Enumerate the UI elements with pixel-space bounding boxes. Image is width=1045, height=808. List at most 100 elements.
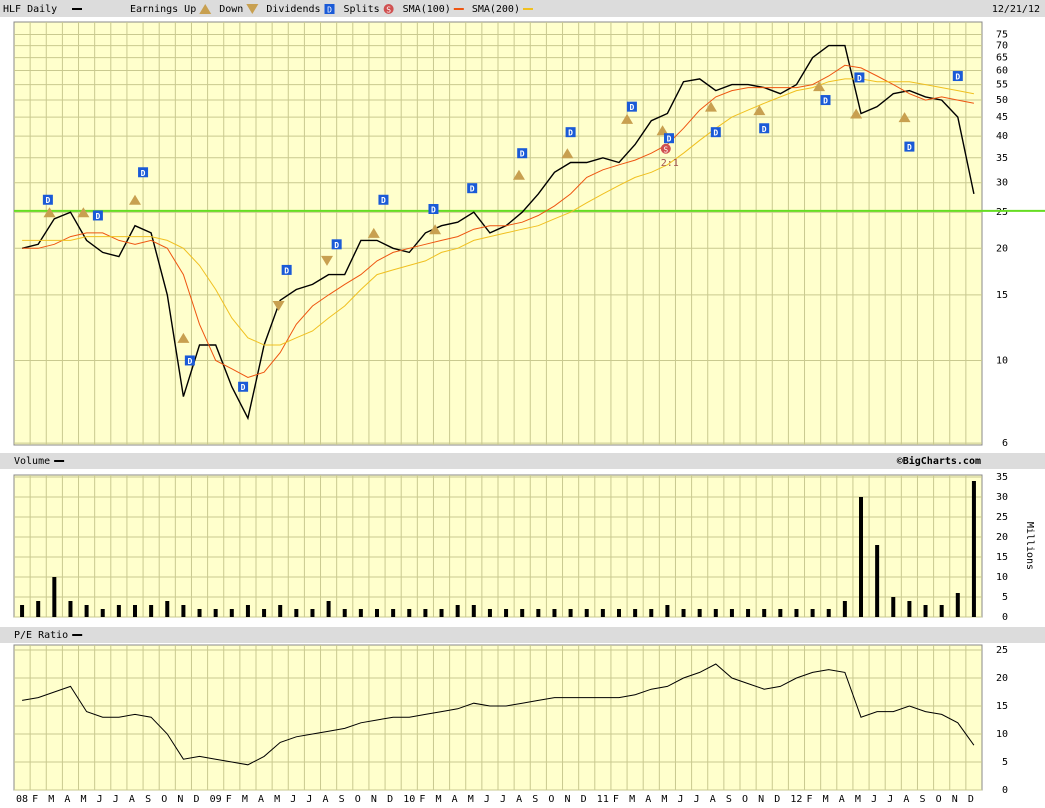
date: 12/21/12 (992, 4, 1040, 15)
legend-label: Splits (344, 4, 380, 15)
earnings-up (129, 194, 141, 205)
dividend-label: D (334, 241, 339, 250)
legend-icon (383, 4, 394, 14)
volume-bar (665, 605, 670, 617)
y-tick-label: 50 (996, 95, 1008, 106)
earnings-up (704, 101, 717, 112)
legend-label: Earnings Up (130, 4, 196, 15)
dividend-label: D (431, 205, 436, 214)
y-tick-label: 35 (996, 153, 1008, 164)
dividend-label: D (284, 266, 289, 275)
dividend (517, 148, 528, 159)
dividend-label: D (667, 135, 672, 144)
volume-bar (391, 609, 396, 617)
x-tick-label: J (113, 794, 119, 805)
x-tick-label: J (677, 794, 683, 805)
volume-bar (342, 609, 347, 617)
legend-icon (324, 4, 335, 14)
x-tick-label: 09 (210, 794, 222, 805)
y-tick-label: 6 (1002, 438, 1008, 449)
volume-bar (197, 609, 202, 617)
y-tick-label: 70 (996, 41, 1008, 52)
volume-bar (633, 609, 638, 617)
x-tick-label: O (161, 794, 167, 805)
x-tick-label: S (532, 794, 538, 805)
volume-bar (294, 609, 299, 617)
x-tick-label: N (371, 794, 377, 805)
volume-axis-label: Millions (1024, 522, 1035, 570)
x-tick-label: 10 (403, 794, 415, 805)
x-tick-label: F (32, 794, 38, 805)
dividend-label: D (955, 73, 960, 82)
x-tick-label: J (694, 794, 700, 805)
x-tick-label: N (177, 794, 183, 805)
legend-label: SMA(100) (403, 4, 451, 15)
x-tick-label: A (452, 794, 458, 805)
volume-bar (358, 609, 363, 617)
volume-bar (133, 605, 137, 617)
x-tick-label: D (581, 794, 587, 805)
x-tick-label: O (936, 794, 942, 805)
volume-bar (842, 601, 847, 617)
volume-bar (584, 609, 589, 617)
y-tick-label: 30 (996, 492, 1008, 503)
price-line (21, 44, 975, 421)
dividend-label: D (381, 196, 386, 205)
dividend (378, 194, 389, 205)
dividend (184, 355, 195, 366)
x-tick-label: S (339, 794, 345, 805)
volume-bar (617, 609, 621, 617)
legend-label: HLF Daily (3, 4, 57, 15)
x-tick-label: A (323, 794, 329, 805)
volume-bar (310, 609, 315, 617)
volume-bar (439, 609, 444, 617)
y-tick-label: 30 (996, 178, 1008, 189)
volume-bar (681, 609, 686, 617)
volume-bar (955, 593, 960, 617)
x-tick-label: M (81, 794, 87, 805)
volume-bar (278, 605, 283, 617)
pe-strip (0, 627, 1045, 643)
dividend (428, 203, 439, 214)
x-tick-label: S (145, 794, 151, 805)
volume-bar (891, 597, 896, 617)
x-tick-label: A (258, 794, 264, 805)
x-tick-label: D (774, 794, 780, 805)
x-tick-label: N (758, 794, 764, 805)
legend-icon-label: S (386, 6, 391, 15)
volume-bar (810, 609, 815, 617)
x-tick-label: A (645, 794, 651, 805)
dividend (664, 133, 675, 144)
volume-bar (262, 609, 267, 617)
y-tick-label: 0 (1002, 785, 1008, 796)
volume-title: Volume (14, 456, 50, 467)
y-tick-label: 55 (996, 80, 1008, 91)
volume-bar (552, 609, 557, 617)
dividend-label: D (187, 357, 192, 366)
earnings-up (77, 207, 90, 218)
x-tick-label: A (839, 794, 845, 805)
volume-bar (149, 605, 154, 617)
x-tick-label: M (468, 794, 474, 805)
y-tick-label: 35 (996, 472, 1008, 483)
x-tick-label: F (226, 794, 232, 805)
y-tick-label: 45 (996, 112, 1008, 123)
volume-bar (20, 605, 25, 617)
dividend (854, 72, 865, 83)
volume-bar (859, 497, 863, 617)
legend-label: SMA(200) (472, 4, 520, 15)
y-tick-label: 10 (996, 729, 1008, 740)
volume-bar (923, 605, 928, 617)
dividend-label: D (568, 129, 573, 138)
y-tick-label: 10 (996, 355, 1008, 366)
dividend-label: D (762, 125, 767, 134)
volume-bar (939, 605, 944, 617)
x-tick-label: M (242, 794, 248, 805)
x-tick-label: A (129, 794, 135, 805)
volume-bar (762, 609, 767, 617)
y-tick-label: 25 (996, 207, 1008, 218)
y-tick-label: 60 (996, 66, 1008, 77)
dividend-label: D (713, 129, 718, 138)
legend-icon (246, 4, 259, 14)
